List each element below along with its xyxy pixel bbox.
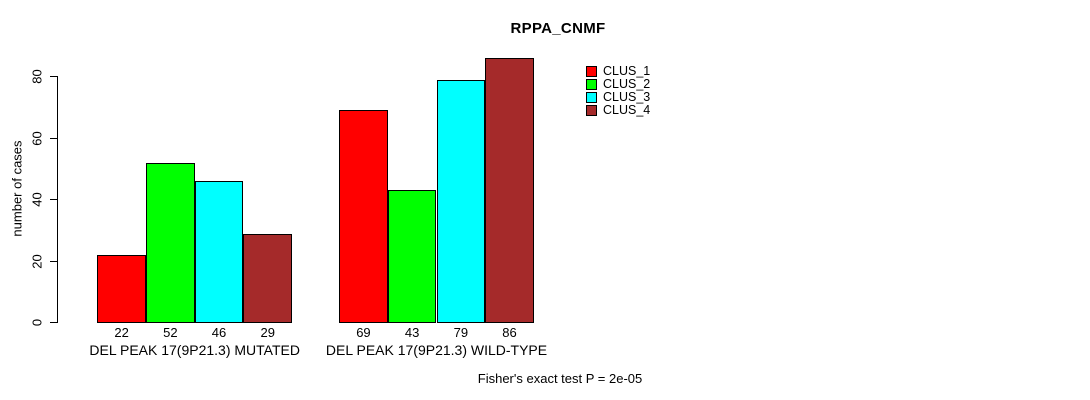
group-label-wild-type: DEL PEAK 17(9P21.3) WILD-TYPE <box>325 342 548 358</box>
y-tick-mark <box>50 260 57 262</box>
y-tick-mark <box>50 76 57 78</box>
legend-row-clus_4: CLUS_4 <box>586 104 650 117</box>
y-tick-mark <box>50 199 57 201</box>
legend-row-clus_1: CLUS_1 <box>586 65 650 78</box>
bar-value-label: 86 <box>502 325 517 340</box>
chart-title: RPPA_CNMF <box>510 20 606 37</box>
bar-clus_3-group2 <box>436 79 486 323</box>
y-tick-mark <box>50 322 57 324</box>
bar-value-label: 79 <box>453 325 469 340</box>
bar-value-label: 46 <box>211 325 227 340</box>
legend-label: CLUS_2 <box>603 77 651 91</box>
y-axis-label: number of cases <box>9 140 25 237</box>
bar-clus_2-group2 <box>387 190 437 323</box>
bar-clus_1-group2 <box>339 110 388 323</box>
legend-swatch-icon <box>586 105 597 116</box>
legend-row-clus_2: CLUS_2 <box>586 78 650 91</box>
y-tick-label: 0 <box>29 319 45 327</box>
legend-swatch-icon <box>586 66 597 77</box>
legend-swatch-icon <box>586 92 597 103</box>
group-label-mutated: DEL PEAK 17(9P21.3) MUTATED <box>89 342 300 358</box>
legend-row-clus_3: CLUS_3 <box>586 91 650 104</box>
legend: CLUS_1 CLUS_2 CLUS_3 CLUS_4 <box>586 65 650 117</box>
bar-clus_1-group1 <box>97 255 146 323</box>
legend-swatch-icon <box>586 79 597 90</box>
bar-value-label: 29 <box>260 325 275 340</box>
bar-value-label: 52 <box>163 325 178 340</box>
bar-clus_4-group2 <box>485 58 534 323</box>
footnote: Fisher's exact test P = 2e-05 <box>477 371 643 386</box>
y-tick-label: 60 <box>29 130 45 146</box>
bar-clus_3-group1 <box>194 181 244 323</box>
y-tick-mark <box>50 137 57 139</box>
bar-clus_4-group1 <box>243 233 293 323</box>
bar-value-label: 69 <box>356 325 371 340</box>
bar-clus_2-group1 <box>146 162 195 323</box>
legend-label: CLUS_3 <box>603 90 651 104</box>
y-tick-label: 20 <box>29 254 45 269</box>
y-axis-line <box>57 76 58 323</box>
y-tick-label: 40 <box>29 192 45 207</box>
bar-value-label: 22 <box>114 325 129 340</box>
bar-value-label: 43 <box>404 325 420 340</box>
y-tick-label: 80 <box>29 69 45 84</box>
legend-label: CLUS_4 <box>603 103 651 117</box>
legend-label: CLUS_1 <box>603 64 651 78</box>
